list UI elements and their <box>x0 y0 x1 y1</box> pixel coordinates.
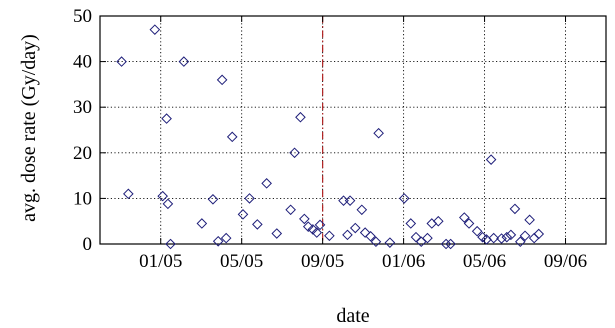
data-point <box>515 236 526 248</box>
data-point <box>488 232 500 244</box>
data-point <box>212 235 224 247</box>
data-point <box>384 237 396 248</box>
x-tick-label: 01/06 <box>382 251 425 272</box>
data-point <box>398 193 410 204</box>
data-point <box>459 212 470 223</box>
data-point <box>207 194 219 205</box>
data-point <box>422 232 433 244</box>
data-point <box>405 218 417 229</box>
data-point <box>261 178 272 189</box>
y-axis-title: avg. dose rate (Gy/day) <box>18 34 40 222</box>
data-point <box>311 227 323 238</box>
data-point <box>165 238 176 250</box>
data-point <box>533 228 545 240</box>
data-point <box>370 236 382 248</box>
data-point <box>289 147 300 159</box>
data-point <box>365 230 376 242</box>
data-point <box>509 203 521 215</box>
x-tick-label: 09/06 <box>544 251 587 272</box>
x-tick-label: 09/05 <box>301 251 344 272</box>
data-point <box>161 113 172 124</box>
data-point <box>445 238 456 250</box>
data-point <box>342 229 353 241</box>
y-tick-labels: 0 10 20 30 40 50 <box>73 6 92 255</box>
data-point <box>471 225 483 237</box>
data-point <box>216 74 228 86</box>
data-point <box>157 190 168 202</box>
x-tick-label: 05/06 <box>463 251 506 272</box>
data-point <box>196 218 208 229</box>
data-point <box>123 188 134 200</box>
data-point <box>295 111 306 123</box>
data-point <box>524 214 535 226</box>
data-point <box>410 231 422 243</box>
data-point <box>485 154 497 165</box>
data-point <box>338 195 349 206</box>
data-point <box>302 221 314 232</box>
data-point <box>285 204 296 216</box>
data-point <box>324 230 335 242</box>
data-point <box>415 236 427 248</box>
y-tick-label: 10 <box>73 188 92 209</box>
data-point <box>356 204 368 216</box>
data-point <box>252 219 263 230</box>
data-point <box>220 232 232 244</box>
plot-frame <box>99 15 607 245</box>
axis-ticks <box>100 15 606 245</box>
data-point <box>519 230 531 242</box>
data-point <box>496 233 507 244</box>
data-point <box>505 229 517 241</box>
x-tick-label: 01/05 <box>139 251 182 272</box>
data-point <box>299 213 310 225</box>
data-point <box>501 231 513 243</box>
data-points <box>116 24 545 250</box>
data-point <box>528 232 540 244</box>
data-point <box>440 238 452 250</box>
data-point <box>314 219 326 231</box>
y-tick-label: 40 <box>73 52 92 73</box>
data-point <box>373 127 384 139</box>
data-point <box>307 224 319 235</box>
y-tick-label: 50 <box>73 6 92 27</box>
data-point <box>432 215 444 227</box>
x-axis-title: date <box>336 305 369 327</box>
data-point <box>244 193 255 204</box>
y-tick-label: 30 <box>73 97 92 118</box>
data-point <box>149 24 161 35</box>
data-point <box>359 227 371 238</box>
data-point <box>463 218 475 229</box>
data-point <box>116 56 127 67</box>
y-tick-label: 0 <box>83 234 93 255</box>
x-tick-labels: 01/05 05/05 09/05 01/06 05/06 09/06 <box>139 251 587 272</box>
data-point <box>237 209 249 220</box>
x-tick-label: 05/05 <box>220 251 263 272</box>
data-point <box>271 228 283 239</box>
data-point <box>178 56 190 67</box>
data-point <box>344 195 356 206</box>
data-point <box>349 222 361 234</box>
data-point <box>162 198 174 210</box>
y-tick-label: 20 <box>73 143 92 164</box>
data-point <box>226 131 238 143</box>
grid-lines <box>100 16 606 244</box>
